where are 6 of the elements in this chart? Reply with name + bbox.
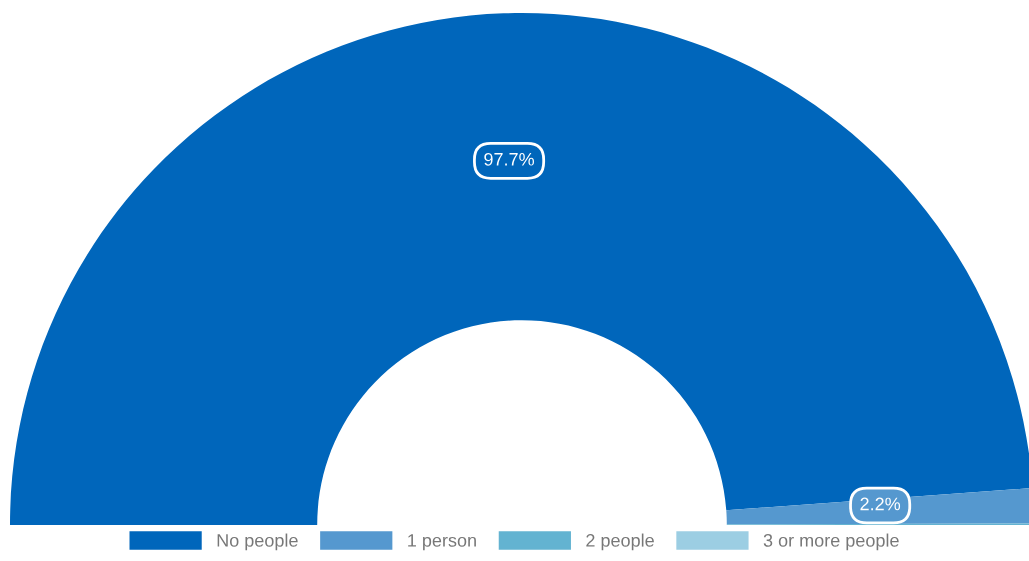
legend-label: No people: [217, 533, 298, 551]
data-label: 2.2%: [860, 497, 901, 511]
legend-label: 3 or more people: [763, 533, 899, 551]
legend-label: 1 person: [408, 534, 476, 551]
legend-label: 2 people: [586, 533, 654, 551]
data-label: 97.7%: [484, 152, 535, 166]
